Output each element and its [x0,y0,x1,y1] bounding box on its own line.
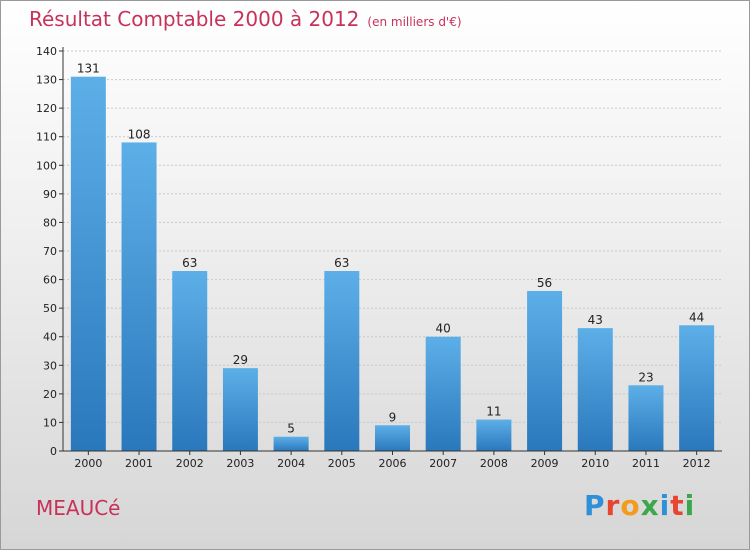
bar-2007 [425,336,461,451]
bar-2003 [222,368,258,451]
x-tick-label-2005: 2005 [328,457,356,470]
y-tick-label: 120 [36,102,57,115]
y-tick-label: 140 [36,45,57,58]
x-tick-label-2011: 2011 [632,457,660,470]
value-label-2009: 56 [537,276,552,290]
x-tick-label-2004: 2004 [277,457,305,470]
value-label-2006: 9 [389,410,397,424]
logo-letter: o [620,489,641,522]
bar-2002 [172,271,208,451]
bar-2006 [375,425,410,451]
grid-lines [63,50,722,423]
value-label-2007: 40 [436,322,451,336]
y-tick-label: 70 [43,245,57,258]
bar-2012 [679,325,715,451]
value-label-2011: 23 [638,370,653,384]
logo-letter: x [640,489,660,522]
y-tick-label: 60 [43,274,57,287]
y-tick-label: 90 [43,188,57,201]
x-tick-label-2001: 2001 [125,457,153,470]
y-tick-label: 50 [43,302,57,315]
title-unit: (en milliers d'€) [367,15,462,29]
value-label-2010: 43 [588,313,603,327]
bar-2004 [273,436,309,451]
axes [59,47,722,455]
value-label-2001: 108 [128,127,151,141]
bar-2011 [628,385,664,451]
bar-2001 [121,142,157,451]
y-tick-label: 20 [43,388,57,401]
commune-name: MEAUCé [36,496,121,520]
y-tick-label: 130 [36,74,57,87]
logo-letter: r [605,489,621,522]
bar-2000 [70,76,106,451]
value-label-2008: 11 [486,405,501,419]
logo-letter: P [584,489,606,522]
y-tick-label: 0 [50,445,57,458]
value-label-2003: 29 [233,353,248,367]
bars [70,76,715,451]
proxiti-logo: Proxiti [584,489,695,522]
x-tick-label-2002: 2002 [176,457,204,470]
y-tick-label: 110 [36,131,57,144]
y-tick-label: 10 [43,416,57,429]
bar-2009 [527,291,563,451]
x-tick-label-2003: 2003 [226,457,254,470]
x-tick-label-2000: 2000 [74,457,102,470]
labels: 0 10 20 30 40 50 60 70 80 90 100 110 120 130 140 131 200… [36,45,711,470]
logo-letter: i [684,489,696,522]
value-label-2002: 63 [182,256,197,270]
logo-letter: i [659,489,671,522]
y-tick-label: 100 [36,159,57,172]
value-label-2012: 44 [689,310,704,324]
x-tick-label-2008: 2008 [480,457,508,470]
logo-letter: t [670,489,685,522]
value-label-2004: 5 [287,422,295,436]
x-tick-label-2007: 2007 [429,457,457,470]
x-tick-label-2012: 2012 [683,457,711,470]
value-label-2005: 63 [334,256,349,270]
bar-2008 [476,419,512,451]
chart-title: Résultat Comptable 2000 à 2012 (en millie… [29,7,462,31]
y-tick-label: 40 [43,331,57,344]
x-tick-label-2009: 2009 [531,457,559,470]
x-tick-label-2006: 2006 [379,457,407,470]
value-label-2000: 131 [77,62,100,76]
title-text: Résultat Comptable 2000 à 2012 [29,7,360,31]
y-tick-label: 30 [43,359,57,372]
y-tick-label: 80 [43,216,57,229]
bar-2005 [324,271,360,451]
bar-2010 [577,328,613,451]
x-tick-label-2010: 2010 [581,457,609,470]
